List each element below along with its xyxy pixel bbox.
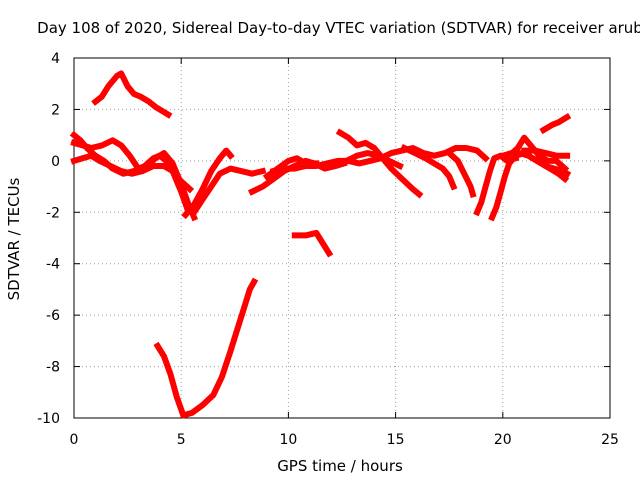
series-line-arc-15 — [473, 152, 520, 217]
plot-area — [73, 57, 611, 419]
y-tick-label: -6 — [46, 308, 60, 324]
series-line-arc-20 — [539, 112, 572, 135]
x-tick-label: 10 — [279, 432, 297, 448]
y-tick-label: -2 — [46, 205, 60, 221]
x-tick-label: 5 — [177, 432, 186, 448]
series-layer — [69, 70, 572, 419]
y-tick-label: 0 — [51, 154, 60, 170]
x-tick-label: 0 — [70, 432, 79, 448]
series-line-arc-9 — [291, 229, 334, 258]
y-tick-label: -10 — [37, 411, 60, 427]
series-line-arc-14 — [444, 148, 477, 199]
x-tick-label: 20 — [494, 432, 512, 448]
x-tick-labels: 0 5 10 15 20 25 — [70, 432, 619, 448]
x-tick-label: 15 — [387, 432, 405, 448]
grid-lines — [74, 58, 610, 418]
chart-title: Day 108 of 2020, Sidereal Day-to-day VTE… — [37, 19, 640, 37]
series-line-arc-19 — [521, 147, 571, 159]
series-line-arc-12 — [342, 150, 404, 170]
series-line-arc-18 — [499, 150, 572, 178]
x-tick-label: 25 — [601, 432, 619, 448]
series-line-arc-4 — [70, 152, 195, 194]
y-tick-label: 4 — [51, 51, 60, 67]
y-tick-label: -4 — [46, 257, 60, 273]
y-tick-label: 2 — [51, 102, 60, 118]
y-tick-labels: -10 -8 -6 -4 -2 0 2 4 — [37, 51, 60, 427]
series-line-arc-13 — [400, 144, 458, 191]
y-tick-label: -8 — [46, 360, 60, 376]
y-axis-label: SDTVAR / TECUs — [5, 177, 23, 300]
series-line-arc-6 — [153, 277, 259, 419]
series-line-arc-1 — [91, 70, 173, 119]
series-line-arc-5 — [181, 147, 235, 220]
axis-ticks — [73, 57, 611, 419]
x-axis-label: GPS time / hours — [277, 457, 403, 475]
